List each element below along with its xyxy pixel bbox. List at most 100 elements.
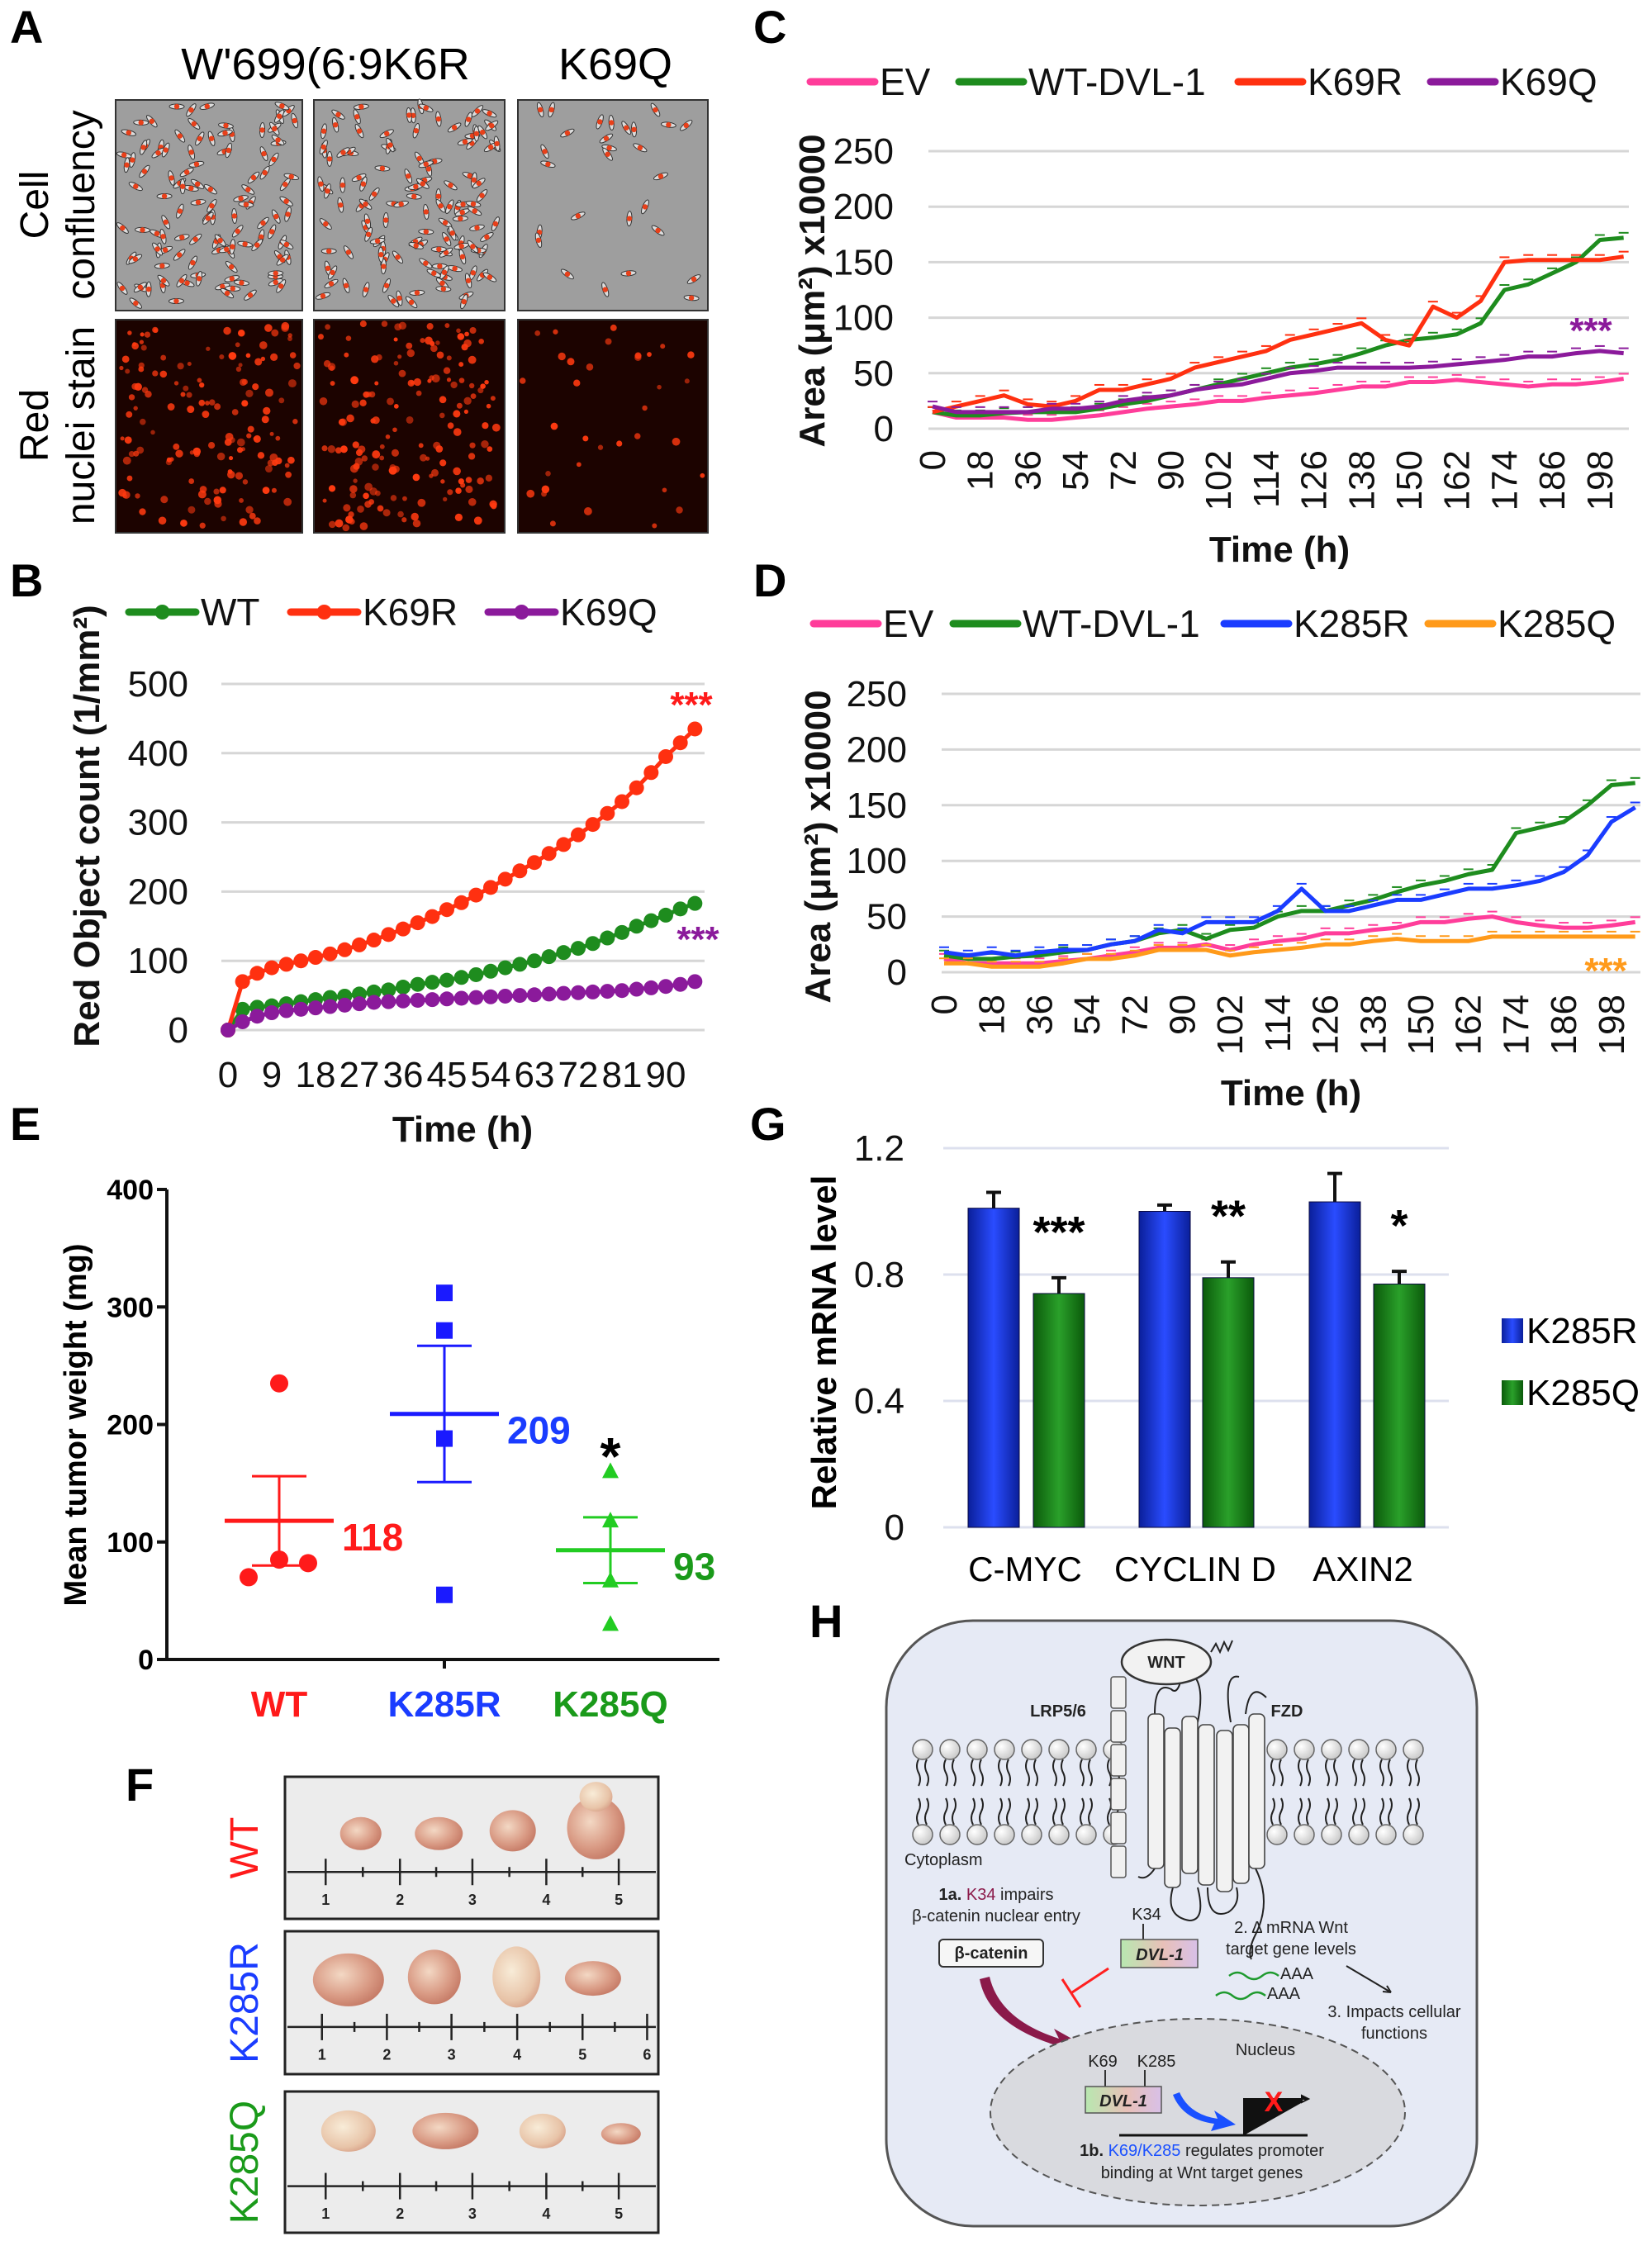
nucleus-dot [377,505,384,512]
bar [1202,1277,1255,1528]
data-point [615,924,629,940]
step-1b-text: regulates promoter [1180,2142,1324,2160]
x-tick-label: 90 [1163,995,1203,1035]
data-point [221,1023,235,1037]
nucleus-dot [447,489,453,496]
nucleus-dot [549,520,556,527]
data-point [410,992,425,1008]
category-label: C-MYC [968,1550,1082,1588]
nucleus-dot [353,478,358,483]
cell-nucleus [119,285,126,292]
fzd-helix [1164,1727,1181,1888]
cell-nucleus [459,209,465,216]
nucleus-dot [369,487,377,496]
nucleus-dot [468,497,477,506]
nucleus-dot [287,336,292,341]
nucleus-dot [415,390,422,396]
nucleus-dot [209,399,216,406]
data-point [512,957,528,972]
nucleus-dot [464,331,469,337]
chart-e: 0 100 200 300 400 Mean tumor weight (mg) 118 WT… [59,1175,719,1725]
nucleus-dot [138,366,145,373]
nucleus-dot [219,487,226,494]
cell-nucleus [137,284,144,290]
lipid-head [1075,1824,1097,1845]
nucleus-dot [541,491,548,497]
cell-nucleus [387,142,393,148]
nucleus-dot [318,334,324,340]
cell-nucleus [691,276,697,282]
nucleus-dot [363,492,369,500]
tumor [601,2123,641,2145]
arrow-icon [1346,1965,1392,1993]
bar [1138,1211,1191,1528]
lipid-head [1021,1824,1042,1845]
group-wt: 118 [225,1374,403,1587]
nucleus-dot [465,485,473,494]
x-tick-label: 174 [1484,450,1525,510]
nucleus-dot [427,378,432,383]
x-tick-label: 114 [1246,450,1287,508]
cell-nucleus [140,145,146,150]
nucleus-dot [411,512,419,521]
panel-label-f: F [126,1759,154,1811]
fzd-helix [1216,1730,1233,1892]
cell-nucleus [379,165,386,172]
cell-nucleus [217,237,223,244]
nucleus-dot [189,450,195,455]
data-point [483,989,498,1004]
cell-nucleus [262,169,268,176]
cell-nucleus [381,264,387,269]
legend-label: WT-DVL-1 [1028,60,1206,103]
lrp-segment [1110,1811,1127,1845]
cell-nucleus [220,283,225,290]
cell-nucleus [642,204,648,210]
x-tick-label: 18 [296,1055,336,1095]
legend-label: K285R [1526,1311,1638,1351]
data-point [453,990,469,1006]
data-point [293,953,309,969]
nucleus-dot [119,365,124,371]
bar-k285r [1308,1171,1361,1528]
cell-nucleus [160,234,166,240]
y-tick-label: 200 [128,871,188,912]
nucleus-dot [131,382,139,390]
cell-nucleus [449,230,455,236]
data-point [322,946,338,961]
cell-nucleus [325,188,330,194]
data-point [249,1009,265,1024]
data-point [439,972,454,988]
x-tick-label: 186 [1532,450,1573,510]
data-point [410,976,425,992]
lipid-tail [1352,1759,1365,1787]
cell-nucleus [411,193,417,200]
fzd-extracellular-loops [1154,1664,1267,1723]
nucleus-dot [420,453,427,462]
nucleus-dot [676,506,683,514]
cell-nucleus [420,181,426,187]
nucleus-dot [482,422,489,430]
nucleus-dot [642,405,648,411]
ruler-number: 1 [321,1892,330,1908]
nucleus-dot [124,436,132,444]
fzd-helix [1248,1713,1265,1869]
nucleus-dot [188,478,195,484]
nucleus-dot [379,455,385,461]
cell-nucleus [489,122,495,129]
significance-marker: *** [676,919,719,960]
nucleus-dot [357,505,364,513]
x-tick-label: 126 [1294,450,1335,510]
nucleus-dot [534,330,541,336]
cell-nucleus [345,249,352,255]
data-point [556,985,572,1001]
lipid-tail [1379,1759,1393,1787]
nucleus-dot [443,496,448,502]
data-point [468,887,484,903]
significance-marker: *** [1032,1208,1085,1257]
series-line [932,254,1624,415]
cell-nucleus [356,174,362,181]
nucleus-dot [657,384,662,390]
series-line [932,349,1624,415]
y-tick-label: 250 [833,131,894,172]
